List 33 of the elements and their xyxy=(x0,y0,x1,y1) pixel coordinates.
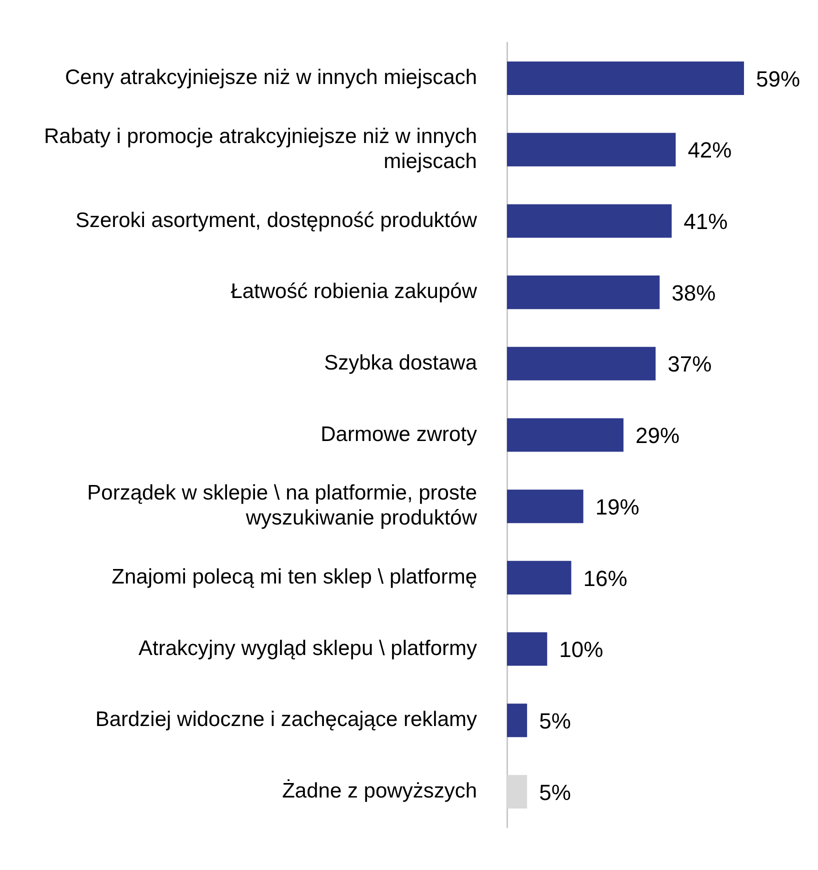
data-label: 59% xyxy=(756,66,800,92)
bar xyxy=(507,276,660,310)
data-label: 5% xyxy=(539,780,571,805)
data-label: 42% xyxy=(688,138,732,163)
data-label: 19% xyxy=(595,494,640,520)
bar xyxy=(507,62,744,96)
y-tick-label: Atrakcyjny wygląd sklepu \ platformy xyxy=(138,636,478,660)
data-label: 5% xyxy=(539,708,571,734)
data-label: 41% xyxy=(684,209,728,234)
data-label: 38% xyxy=(672,280,716,306)
y-tick-label: Darmowe zwroty xyxy=(320,422,478,446)
data-label: 29% xyxy=(635,423,680,448)
bar xyxy=(507,560,572,594)
y-tick-label: Bardziej widoczne i zachęcające reklamy xyxy=(95,708,478,732)
data-label: 16% xyxy=(583,566,628,591)
bar xyxy=(507,132,676,166)
bar xyxy=(507,704,528,738)
data-label: 10% xyxy=(559,637,604,662)
data-label: 37% xyxy=(668,352,712,377)
bar xyxy=(507,346,656,380)
y-tick-label: Rabaty i promocje atrakcyjniejsze niż w innych miejscach xyxy=(44,124,477,174)
y-tick-label: Porządek w sklepie \ na platformie, proste wyszukiwanie produktów xyxy=(87,482,478,530)
y-tick-label: Łatwość robienia zakupów xyxy=(230,280,478,304)
y-tick-label: Znajomi polecą mi ten sklep \ platformę xyxy=(112,565,477,588)
bar xyxy=(507,774,528,808)
y-tick-label: Ceny atrakcyjniejsze niż w innych miejscach xyxy=(65,66,477,90)
bar xyxy=(507,632,548,666)
y-tick-label: Szybka dostawa xyxy=(324,351,478,374)
bar xyxy=(507,204,672,238)
y-tick-label: Żadne z powyższych xyxy=(282,778,477,803)
y-tick-label: Szeroki asortyment, dostępność produktów xyxy=(75,208,478,232)
bar xyxy=(507,418,624,452)
bar xyxy=(507,490,584,524)
